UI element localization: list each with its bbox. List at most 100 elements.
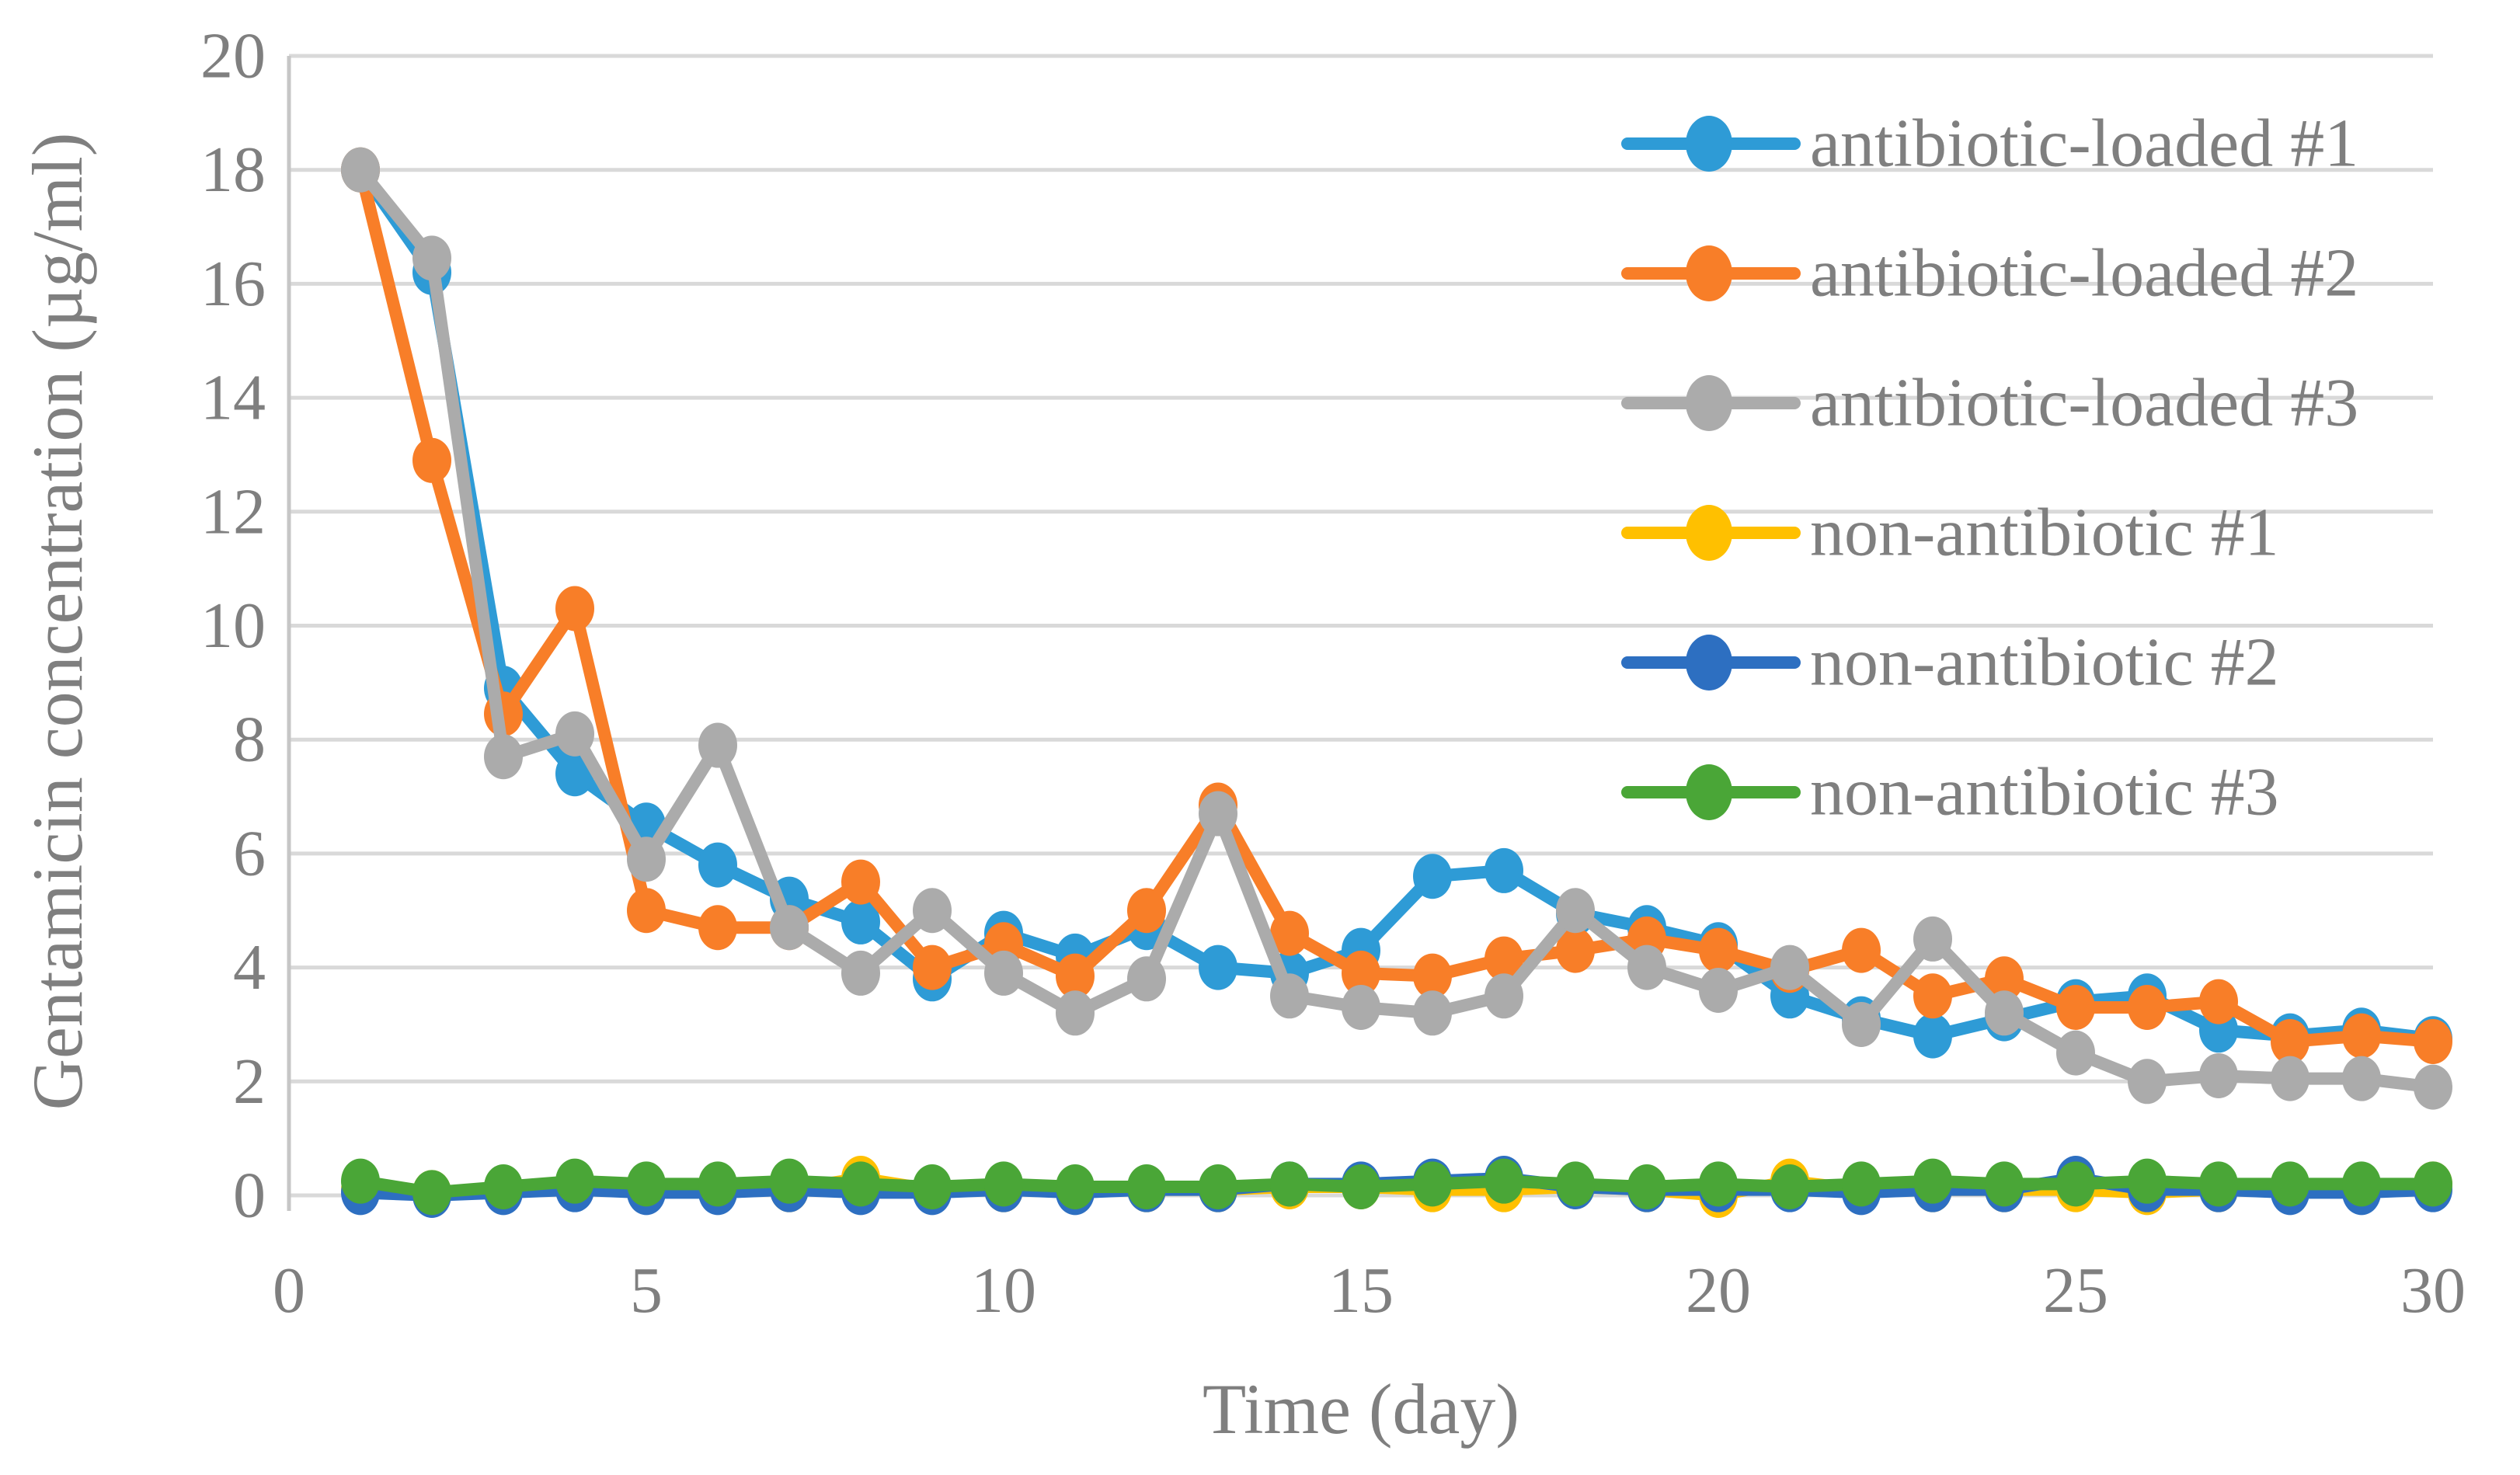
- data-point-day-6: [698, 842, 737, 888]
- data-point-day-16: [1413, 990, 1452, 1036]
- legend-label: non-antibiotic #1: [1810, 496, 2279, 571]
- data-point-day-28: [2271, 1161, 2309, 1207]
- data-point-day-5: [627, 1161, 666, 1207]
- data-point-day-8: [841, 1161, 880, 1207]
- data-point-day-23: [1913, 973, 1952, 1019]
- data-point-day-17: [1485, 973, 1523, 1019]
- legend-marker-icon: [1686, 245, 1732, 301]
- y-tick-label-8: 8: [233, 704, 266, 776]
- data-point-day-4: [555, 1158, 594, 1204]
- series-layer: [341, 147, 2452, 1218]
- data-point-day-25: [2056, 1030, 2095, 1076]
- data-point-day-17: [1485, 1158, 1523, 1204]
- y-tick-label-10: 10: [200, 590, 266, 662]
- data-point-day-24: [1985, 990, 2024, 1036]
- legend-label: antibiotic-loaded #1: [1810, 106, 2358, 182]
- data-point-day-12: [1127, 956, 1166, 1002]
- legend-item-5: non-antibiotic #2: [1621, 625, 2279, 701]
- data-point-day-30: [2414, 1161, 2452, 1207]
- x-axis-title: Time (day): [1203, 1369, 1519, 1449]
- data-point-day-27: [2199, 1161, 2238, 1207]
- gridlines-layer: [289, 54, 2433, 1198]
- data-point-day-29: [2342, 1056, 2381, 1101]
- data-point-day-13: [1199, 944, 1237, 990]
- data-point-day-21: [1770, 944, 1809, 990]
- data-point-day-28: [2271, 1018, 2309, 1064]
- legend-label: antibiotic-loaded #2: [1810, 236, 2358, 311]
- data-point-day-10: [984, 950, 1023, 996]
- data-point-day-13: [1199, 791, 1237, 837]
- data-point-day-7: [770, 1158, 809, 1204]
- data-point-day-24: [1985, 956, 2024, 1002]
- x-tick-label-15: 15: [1328, 1254, 1394, 1327]
- data-point-day-8: [841, 859, 880, 905]
- data-point-day-3: [484, 734, 523, 780]
- data-point-day-11: [1056, 1164, 1095, 1209]
- legend-item-1: antibiotic-loaded #1: [1621, 106, 2358, 182]
- data-point-day-4: [555, 586, 594, 631]
- data-point-day-26: [2128, 984, 2167, 1030]
- data-point-day-2: [412, 235, 451, 281]
- legend-marker-icon: [1686, 116, 1732, 172]
- x-tick-label-0: 0: [273, 1254, 305, 1327]
- legend-label: non-antibiotic #3: [1810, 755, 2279, 830]
- data-point-day-30: [2414, 1018, 2452, 1064]
- x-tick-label-10: 10: [971, 1254, 1036, 1327]
- data-point-day-18: [1556, 888, 1595, 934]
- data-point-day-10: [984, 1161, 1023, 1207]
- data-point-day-2: [412, 437, 451, 483]
- y-tick-label-6: 6: [233, 817, 266, 889]
- data-point-day-6: [698, 1161, 737, 1207]
- data-point-day-5: [627, 888, 666, 934]
- data-point-day-25: [2056, 1161, 2095, 1207]
- legend-item-3: antibiotic-loaded #3: [1621, 366, 2358, 441]
- data-point-day-19: [1627, 1164, 1666, 1209]
- data-point-day-25: [2056, 984, 2095, 1030]
- data-point-day-22: [1842, 1161, 1881, 1207]
- data-point-day-15: [1342, 1164, 1380, 1209]
- data-point-day-29: [2342, 1161, 2381, 1207]
- data-point-day-12: [1127, 888, 1166, 934]
- data-point-day-23: [1913, 916, 1952, 962]
- data-point-day-12: [1127, 1164, 1166, 1209]
- legend-label: antibiotic-loaded #3: [1810, 366, 2358, 441]
- x-tick-label-25: 25: [2043, 1254, 2108, 1327]
- data-point-day-1: [341, 1158, 380, 1204]
- legend: antibiotic-loaded #1 antibiotic-loaded #2…: [1621, 106, 2358, 830]
- legend-marker-icon: [1686, 635, 1732, 691]
- data-point-day-14: [1270, 1161, 1309, 1207]
- data-point-day-2: [412, 1170, 451, 1216]
- axes-layer: 0 2 4 6 8 10 12 14 16 18 20 0 5 10 15 20 25 30: [200, 20, 2466, 1327]
- legend-marker-icon: [1686, 505, 1732, 561]
- legend-marker-icon: [1686, 375, 1732, 431]
- data-point-day-3: [484, 1164, 523, 1209]
- series-antibiotic-loaded-3: [341, 147, 2452, 1110]
- data-point-day-8: [841, 899, 880, 944]
- data-point-day-7: [770, 905, 809, 951]
- data-point-day-18: [1556, 1161, 1595, 1207]
- data-point-day-9: [913, 888, 952, 934]
- data-point-day-16: [1413, 953, 1452, 999]
- data-point-day-16: [1413, 854, 1452, 899]
- data-point-day-22: [1842, 1001, 1881, 1047]
- data-point-day-23: [1913, 1158, 1952, 1204]
- y-tick-label-2: 2: [233, 1045, 266, 1118]
- y-tick-label-14: 14: [200, 362, 266, 434]
- legend-marker-icon: [1686, 764, 1732, 820]
- legend-item-4: non-antibiotic #1: [1621, 496, 2279, 571]
- data-point-day-28: [2271, 1056, 2309, 1101]
- data-point-day-27: [2199, 979, 2238, 1024]
- data-point-day-26: [2128, 1158, 2167, 1204]
- data-point-day-13: [1199, 1164, 1237, 1209]
- data-point-day-18: [1556, 927, 1595, 973]
- data-point-day-1: [341, 147, 380, 193]
- data-point-day-14: [1270, 973, 1309, 1019]
- data-point-day-11: [1056, 953, 1095, 999]
- data-point-day-9: [913, 1164, 952, 1209]
- data-point-day-6: [698, 905, 737, 951]
- data-point-day-30: [2414, 1064, 2452, 1110]
- data-point-day-22: [1842, 927, 1881, 973]
- legend-item-6: non-antibiotic #3: [1621, 755, 2279, 830]
- data-point-day-15: [1342, 950, 1380, 996]
